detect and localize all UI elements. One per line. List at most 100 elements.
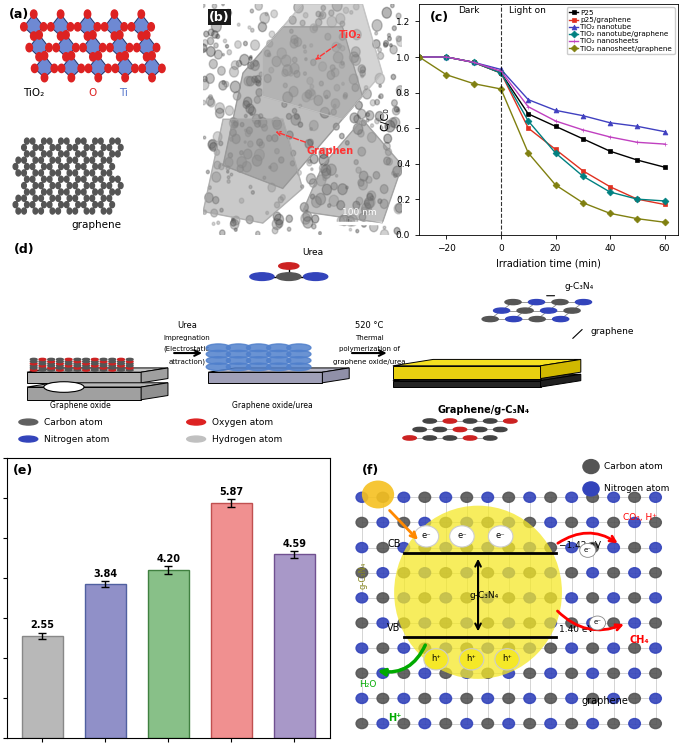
Circle shape bbox=[440, 593, 451, 603]
TiO₂ nanosheets bbox=[470, 58, 478, 67]
Circle shape bbox=[226, 357, 251, 364]
Circle shape bbox=[73, 208, 77, 214]
Circle shape bbox=[524, 492, 536, 502]
Circle shape bbox=[393, 26, 397, 31]
Circle shape bbox=[84, 157, 89, 163]
Text: (a): (a) bbox=[9, 8, 29, 22]
Text: 100 nm: 100 nm bbox=[342, 208, 377, 217]
Circle shape bbox=[343, 95, 347, 99]
Circle shape bbox=[311, 168, 313, 171]
Circle shape bbox=[283, 65, 292, 75]
Circle shape bbox=[461, 492, 473, 502]
Circle shape bbox=[377, 492, 388, 502]
p25/graphene bbox=[415, 53, 423, 62]
TiO₂ nanotube/graphene bbox=[497, 69, 505, 77]
Circle shape bbox=[74, 363, 81, 365]
Circle shape bbox=[329, 148, 332, 150]
Circle shape bbox=[256, 80, 261, 86]
Circle shape bbox=[39, 363, 46, 365]
TiO₂ nanotube/graphene bbox=[660, 197, 669, 206]
Circle shape bbox=[47, 151, 52, 157]
TiO₂ nanosheet/graphene bbox=[415, 53, 423, 62]
Circle shape bbox=[219, 141, 223, 145]
Circle shape bbox=[64, 164, 69, 170]
Circle shape bbox=[269, 166, 271, 168]
Circle shape bbox=[306, 210, 308, 212]
Circle shape bbox=[339, 34, 345, 40]
Circle shape bbox=[76, 177, 80, 183]
Circle shape bbox=[377, 48, 382, 52]
Circle shape bbox=[398, 568, 410, 578]
Circle shape bbox=[203, 136, 206, 139]
Circle shape bbox=[33, 157, 38, 163]
Circle shape bbox=[524, 668, 536, 678]
Circle shape bbox=[291, 35, 298, 44]
Circle shape bbox=[59, 202, 63, 208]
Circle shape bbox=[107, 145, 112, 150]
Circle shape bbox=[392, 100, 397, 107]
Circle shape bbox=[342, 82, 345, 85]
Circle shape bbox=[345, 141, 349, 145]
Text: Light on: Light on bbox=[509, 6, 546, 15]
Circle shape bbox=[354, 159, 358, 165]
Text: graphene: graphene bbox=[591, 327, 634, 336]
Circle shape bbox=[247, 350, 271, 358]
Circle shape bbox=[236, 60, 242, 66]
Circle shape bbox=[361, 120, 366, 126]
Circle shape bbox=[327, 16, 336, 28]
Circle shape bbox=[319, 154, 329, 166]
Circle shape bbox=[566, 492, 577, 502]
Circle shape bbox=[327, 71, 335, 80]
Circle shape bbox=[587, 517, 599, 527]
Circle shape bbox=[100, 369, 107, 371]
Circle shape bbox=[566, 694, 577, 703]
Circle shape bbox=[110, 151, 114, 157]
Circle shape bbox=[383, 226, 386, 229]
Circle shape bbox=[440, 643, 451, 653]
Circle shape bbox=[210, 60, 217, 69]
Circle shape bbox=[126, 361, 133, 363]
Circle shape bbox=[210, 142, 217, 151]
Circle shape bbox=[99, 151, 103, 157]
Circle shape bbox=[321, 5, 325, 10]
Circle shape bbox=[505, 299, 521, 305]
Circle shape bbox=[100, 361, 107, 363]
Circle shape bbox=[212, 4, 216, 9]
Circle shape bbox=[251, 76, 258, 83]
Circle shape bbox=[48, 369, 55, 371]
Circle shape bbox=[321, 13, 323, 16]
Circle shape bbox=[566, 718, 577, 729]
Circle shape bbox=[331, 109, 336, 115]
Circle shape bbox=[303, 50, 307, 53]
Circle shape bbox=[30, 363, 37, 365]
Circle shape bbox=[68, 51, 75, 60]
Circle shape bbox=[100, 365, 107, 367]
Circle shape bbox=[42, 177, 47, 183]
Circle shape bbox=[107, 208, 112, 214]
Circle shape bbox=[356, 101, 362, 110]
Line: p25/graphene: p25/graphene bbox=[416, 54, 667, 207]
Circle shape bbox=[423, 436, 436, 440]
Circle shape bbox=[91, 358, 98, 361]
Circle shape bbox=[359, 213, 366, 221]
Circle shape bbox=[82, 177, 86, 183]
TiO₂ nanosheets bbox=[443, 53, 451, 62]
Circle shape bbox=[33, 208, 38, 214]
Circle shape bbox=[207, 46, 215, 57]
Circle shape bbox=[13, 202, 18, 208]
Circle shape bbox=[107, 183, 112, 188]
Text: 2.55: 2.55 bbox=[30, 620, 54, 630]
Circle shape bbox=[68, 74, 75, 82]
Circle shape bbox=[325, 34, 331, 40]
Text: Graphen: Graphen bbox=[277, 132, 353, 156]
Circle shape bbox=[33, 170, 38, 176]
Circle shape bbox=[303, 72, 306, 75]
Circle shape bbox=[327, 164, 336, 175]
Circle shape bbox=[608, 694, 619, 703]
Circle shape bbox=[566, 542, 577, 553]
Circle shape bbox=[59, 138, 63, 144]
Circle shape bbox=[225, 106, 234, 115]
Circle shape bbox=[371, 124, 373, 127]
Circle shape bbox=[55, 145, 60, 150]
Text: Urea: Urea bbox=[177, 320, 197, 329]
